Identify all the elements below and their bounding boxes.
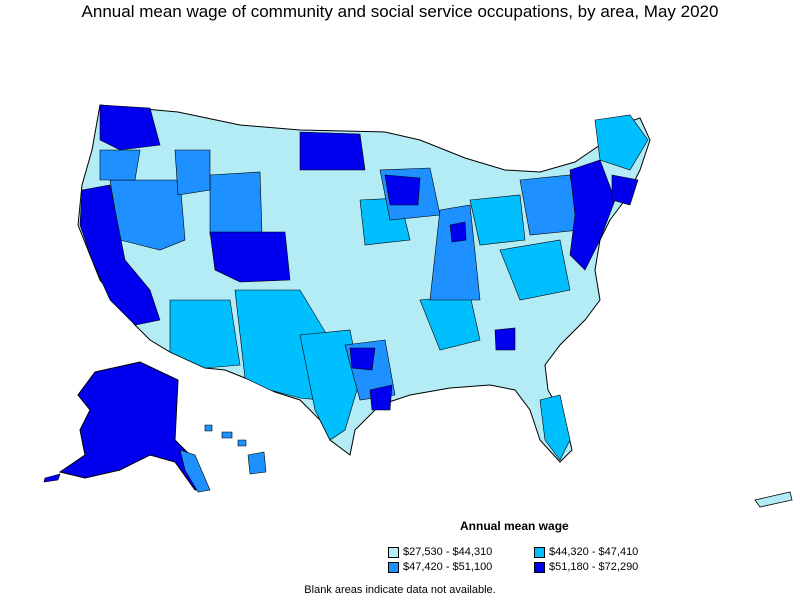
- puerto-rico-map: [754, 491, 793, 508]
- wage-bin-4-regions: [79, 104, 639, 411]
- map-title: Annual mean wage of community and social…: [81, 2, 719, 21]
- legend-swatch: [388, 561, 399, 573]
- legend-swatch: [534, 561, 545, 573]
- legend-label: $44,320 - $47,410: [549, 546, 639, 558]
- alaska-aleutians: [43, 473, 61, 483]
- legend-swatch: [388, 546, 399, 558]
- alaska-southeast: [179, 449, 211, 493]
- wage-bin-2-regions: [169, 114, 649, 461]
- wage-bin-3-regions: [99, 149, 581, 401]
- legend-title: Annual mean wage: [460, 519, 569, 533]
- legend-item-bin-3: $47,420 - $51,100: [388, 561, 492, 573]
- legend-label: $47,420 - $51,100: [403, 561, 493, 573]
- alaska-map: [58, 361, 209, 491]
- legend-swatch: [534, 546, 545, 558]
- hawaii-map: [204, 424, 267, 475]
- legend-item-bin-4: $51,180 - $72,290: [534, 561, 638, 573]
- footnote: Blank areas indicate data not available.: [304, 584, 496, 596]
- legend-item-bin-1: $27,530 - $44,310: [388, 546, 492, 558]
- legend-label: $51,180 - $72,290: [549, 561, 639, 573]
- legend-item-bin-2: $44,320 - $47,410: [534, 546, 638, 558]
- legend-label: $27,530 - $44,310: [403, 546, 493, 558]
